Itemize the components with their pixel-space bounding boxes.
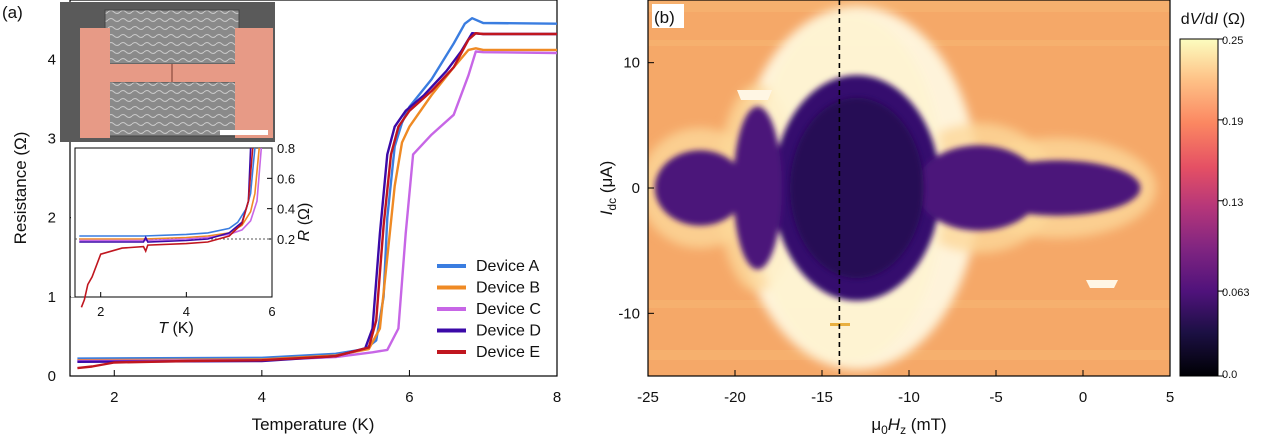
panel-a-label: (a) — [2, 3, 23, 22]
heatmap-lobe — [973, 160, 1141, 216]
panel-a-y-tick-label: 2 — [48, 210, 56, 227]
panel-a-x-tick-label: 8 — [553, 389, 561, 406]
panel-a-plot-frame — [69, 0, 558, 377]
panel-b-x-tick-label: -25 — [637, 389, 659, 406]
scale-bar — [220, 130, 268, 135]
inset-plot-frame — [74, 147, 273, 298]
low-temperature-inset: 2 4 6 0.2 0.4 0.6 0.8 T (K) R (Ω) — [71, 141, 313, 337]
legend-label: Device C — [476, 301, 541, 318]
colorbar-tick-label: 0.25 — [1222, 35, 1243, 47]
inset-y-tick-label: 0.6 — [277, 171, 295, 186]
panel-b-x-tick-label: -5 — [989, 389, 1002, 406]
inset-series-lines — [79, 147, 263, 308]
legend: Device A Device B Device C Device D Device E — [437, 258, 541, 361]
panel-b-x-tick-label: -20 — [724, 389, 746, 406]
panel-b-label: (b) — [654, 8, 675, 27]
sem-image-inset — [60, 2, 275, 142]
panel-a-y-axis-label: Resistance (Ω) — [11, 132, 30, 245]
legend-label: Device D — [476, 323, 541, 340]
inset-x-tick-label: 6 — [268, 304, 275, 319]
inset-y-axis-label: R (Ω) — [296, 203, 313, 242]
colorbar-tick-label: 0.063 — [1222, 287, 1250, 299]
dvdi-heatmap-chart: (b) -25 -20 -15 -10 -5 0 5 -10 0 10 μ0Hz (mT) Idc… — [597, 0, 1250, 437]
heatmap-lobe-core — [789, 97, 924, 279]
panel-b-y-axis-label: Idc (μA) — [597, 161, 619, 216]
colorbar-tick-label: 0.0 — [1222, 369, 1237, 381]
heatmap-image — [648, 0, 1170, 376]
inset-y-tick-label: 0.4 — [277, 202, 295, 217]
inset-y-tick-label: 0.8 — [277, 141, 295, 156]
panel-a-y-tick-label: 0 — [48, 368, 56, 385]
panel-b-y-tick-label: -10 — [618, 305, 640, 322]
legend-label: Device B — [476, 280, 540, 297]
panel-a-y-tick-label: 1 — [48, 289, 56, 306]
colorbar: dV/dI (Ω) 0.25 0.19 0.13 0.063 0.0 — [1179, 11, 1250, 381]
colorbar-title: dV/dI (Ω) — [1181, 11, 1245, 28]
panel-a-y-tick-label: 4 — [48, 51, 56, 68]
legend-label: Device E — [476, 344, 540, 361]
colorbar-gradient — [1179, 38, 1219, 377]
panel-b-x-tick-label: 5 — [1166, 389, 1174, 406]
inset-x-axis-label: T (K) — [158, 320, 194, 337]
resistance-vs-temperature-chart: (a) 2 4 6 8 0 1 2 3 4 Temperature (K) Resistance… — [2, 0, 561, 434]
colorbar-tick-label: 0.19 — [1222, 116, 1243, 128]
legend-label: Device A — [476, 258, 539, 275]
inset-series-line-1 — [79, 147, 256, 237]
inset-series-line-5 — [80, 147, 254, 308]
colorbar-tick-label: 0.13 — [1222, 197, 1243, 209]
panel-b-x-tick-label: -10 — [898, 389, 920, 406]
panel-b-y-tick-label: 10 — [623, 55, 640, 72]
inset-x-tick-label: 4 — [183, 304, 190, 319]
heatmap-lobe — [733, 106, 782, 270]
inset-series-line-3 — [79, 147, 263, 242]
series-line-device-c — [77, 50, 558, 363]
panel-a-series-lines — [77, 17, 558, 370]
inset-x-tick-label: 2 — [97, 304, 104, 319]
panel-a-y-tick-label: 3 — [48, 131, 56, 148]
panel-a-x-tick-label: 4 — [258, 389, 266, 406]
panel-b-y-tick-label: 0 — [632, 180, 640, 197]
heatmap-lobe — [654, 150, 746, 226]
inset-y-tick-label: 0.2 — [277, 232, 295, 247]
panel-b-x-tick-label: -15 — [811, 389, 833, 406]
panel-a-x-tick-label: 2 — [110, 389, 118, 406]
panel-a-x-tick-label: 6 — [405, 389, 413, 406]
panel-b-x-tick-label: 0 — [1079, 389, 1087, 406]
series-line-device-e — [77, 32, 557, 370]
panel-b-x-axis-label: μ0Hz (mT) — [871, 415, 946, 437]
panel-a-x-axis-label: Temperature (K) — [252, 415, 375, 434]
